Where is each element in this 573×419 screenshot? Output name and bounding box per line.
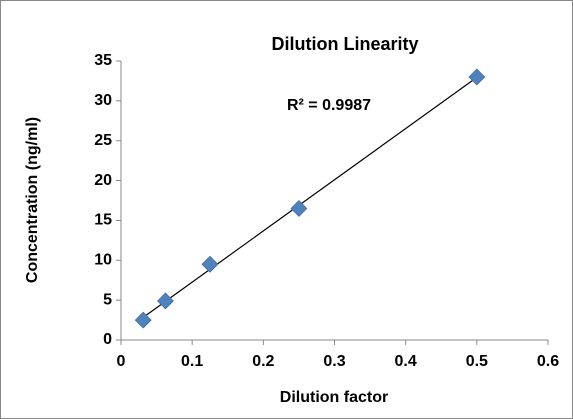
- annotation: R² = 0.9987: [287, 97, 371, 114]
- data-point: [290, 200, 308, 217]
- y-tick-label: 25: [94, 132, 112, 149]
- y-tick-label: 10: [94, 252, 112, 269]
- y-tick-label: 15: [94, 212, 112, 229]
- trendline: [142, 76, 478, 318]
- x-tick-label: 0.2: [252, 353, 274, 370]
- x-axis-label: Dilution factor: [280, 389, 388, 406]
- y-tick-label: 30: [94, 92, 112, 109]
- x-tick-label: 0: [117, 353, 126, 370]
- data-point: [134, 311, 152, 329]
- data-point: [157, 292, 174, 310]
- chart-title: Dilution Linearity: [271, 34, 418, 54]
- x-tick-label: 0.4: [395, 353, 417, 370]
- y-tick-label: 5: [103, 291, 112, 308]
- x-tick-label: 0.5: [466, 353, 488, 370]
- y-axis-label: Concentration (ng/ml): [24, 117, 41, 283]
- y-tick-label: 20: [94, 172, 112, 189]
- x-tick-label: 0.6: [537, 353, 559, 370]
- y-tick-label: 35: [94, 52, 112, 69]
- data-point: [468, 68, 486, 86]
- x-tick-label: 0.3: [323, 353, 345, 370]
- y-tick-label: 0: [103, 331, 112, 348]
- data-point: [201, 255, 219, 273]
- x-tick-label: 0.1: [181, 353, 203, 370]
